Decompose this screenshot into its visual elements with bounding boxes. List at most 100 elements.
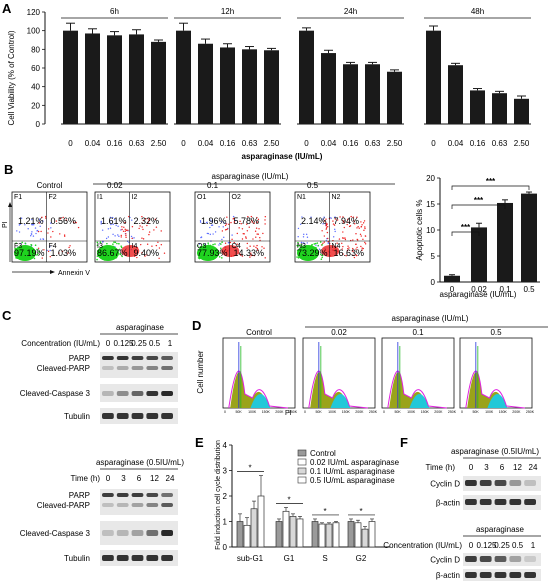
hist-area-cyan: [330, 394, 351, 408]
e-bar: [250, 508, 258, 548]
flow-dot-red: [342, 220, 344, 222]
a-ytick-label: 0: [36, 120, 41, 129]
flow-dot-red: [141, 215, 143, 218]
flow-pct-ul: 1.61%: [101, 216, 127, 226]
flow-dot-red: [264, 257, 266, 259]
flow-pct-lr: 16.63%: [334, 248, 365, 258]
flow-dot-red: [354, 223, 356, 225]
flow-dot-green: [217, 252, 220, 254]
flow-dot-red: [355, 248, 357, 250]
a-bar: [321, 53, 336, 124]
e-sig-star: *: [323, 507, 326, 516]
a-group-label: 6h: [110, 7, 119, 16]
western_c_bottom-lane-label: 24: [166, 474, 175, 483]
flow-dot-red: [338, 238, 341, 240]
hist-xtick-label: 100K: [407, 410, 416, 414]
flow-dot-red: [346, 249, 349, 252]
e-category-label: G1: [284, 554, 295, 563]
flow-dot-red: [158, 247, 161, 249]
western_f_bottom-band: [509, 556, 522, 562]
flow-dot-green: [96, 241, 99, 244]
western_f_top-blot-label: Cyclin D: [430, 480, 460, 489]
flow-dot-red: [75, 221, 77, 224]
flow-dot-red: [141, 252, 143, 254]
flow-quad-id: I4: [132, 243, 138, 250]
flow-dot-blue: [330, 217, 332, 219]
hist-group-label: asparaginase (IU/mL): [392, 314, 469, 323]
flow-dot-red: [353, 256, 356, 259]
flow-dot-green: [18, 246, 20, 249]
flow-dot-green: [215, 250, 217, 252]
flow-dot-green: [34, 244, 37, 247]
e-ytick-label: 3: [223, 467, 228, 476]
flow-dot-red: [341, 248, 343, 250]
flow-plot-title: Control: [37, 181, 63, 190]
flow-group-label: asparaginase (IU/mL): [212, 172, 289, 181]
hist-xtick-label: 0: [224, 410, 226, 414]
e-legend-label: Control: [310, 449, 336, 458]
flow-dot-red: [364, 241, 366, 244]
flow-dot-red: [125, 236, 127, 239]
western_c_top-band: [131, 391, 144, 396]
flow-dot-red: [363, 229, 365, 232]
western_c_bottom-blot-strip: [100, 489, 178, 515]
western_c_bottom-band: [102, 503, 114, 507]
flow-dot-green: [315, 246, 317, 249]
hist-xtick-label: 50K: [315, 410, 322, 414]
flow-dot-red: [357, 226, 359, 228]
flow-dot-green: [301, 257, 303, 260]
flow-dot-green: [109, 245, 112, 248]
flow-dot-red: [231, 238, 233, 241]
flow-quad-id: N4: [332, 243, 341, 250]
flow-dot-green: [203, 258, 205, 261]
flow-dot-red: [332, 223, 335, 225]
flow-red-cluster: [121, 245, 140, 257]
flow-dot-green: [32, 255, 35, 257]
e-ytick-label: 1: [223, 518, 228, 527]
flow-dot-red: [347, 247, 349, 250]
flow-dot-red: [347, 245, 349, 247]
western_c_top-lane-label: 1: [168, 339, 173, 348]
flow-dot-red: [122, 230, 125, 232]
flow-dot-red: [360, 221, 362, 223]
b-bar-category: 0.1: [499, 285, 511, 294]
flow-dot-red: [121, 226, 123, 228]
western_f_bottom-lane-label: 0.25: [494, 541, 510, 550]
flow-dot-red: [355, 254, 357, 256]
flow-xaxis-arrowhead: [50, 270, 55, 274]
flow-dot-red: [233, 241, 235, 244]
flow-dot-green: [118, 248, 121, 251]
flow-dot-blue: [110, 223, 112, 226]
western_c_top-band: [102, 356, 114, 360]
hist-area-cyan: [409, 394, 430, 408]
flow-dot-red: [256, 216, 258, 219]
western_c_bottom-lane-label: 6: [137, 474, 142, 483]
western_c_top-band: [161, 391, 173, 396]
flow-dot-red: [224, 242, 227, 244]
flow-dot-blue: [209, 233, 211, 236]
flow-dot-red: [246, 242, 249, 245]
e-bar: [311, 521, 319, 548]
hist-line-magenta: [465, 370, 525, 409]
flow-dot-red: [255, 236, 257, 238]
flow-dot-red: [255, 246, 257, 249]
flow-dot-green: [298, 255, 300, 257]
flow-dot-green: [297, 253, 300, 255]
western_c_bottom-band: [161, 493, 173, 497]
western_c_bottom-band: [131, 503, 144, 507]
flow-dot-red: [242, 233, 244, 235]
flow-dot-red: [52, 230, 54, 233]
flow-dot-blue: [109, 221, 111, 223]
flow-dot-red: [63, 234, 66, 236]
flow-dot-red: [225, 223, 228, 225]
flow-pct-ur: 2.32%: [134, 216, 160, 226]
b-sig-bracket: [451, 231, 480, 236]
flow-dot-green: [201, 247, 203, 249]
western_c_bottom-band: [146, 493, 159, 497]
western_c_top-band: [146, 356, 159, 360]
e-bar: [282, 510, 290, 548]
flow-dot-green: [17, 253, 20, 255]
a-bar: [242, 49, 257, 125]
a-ytick-label: 40: [31, 83, 40, 92]
